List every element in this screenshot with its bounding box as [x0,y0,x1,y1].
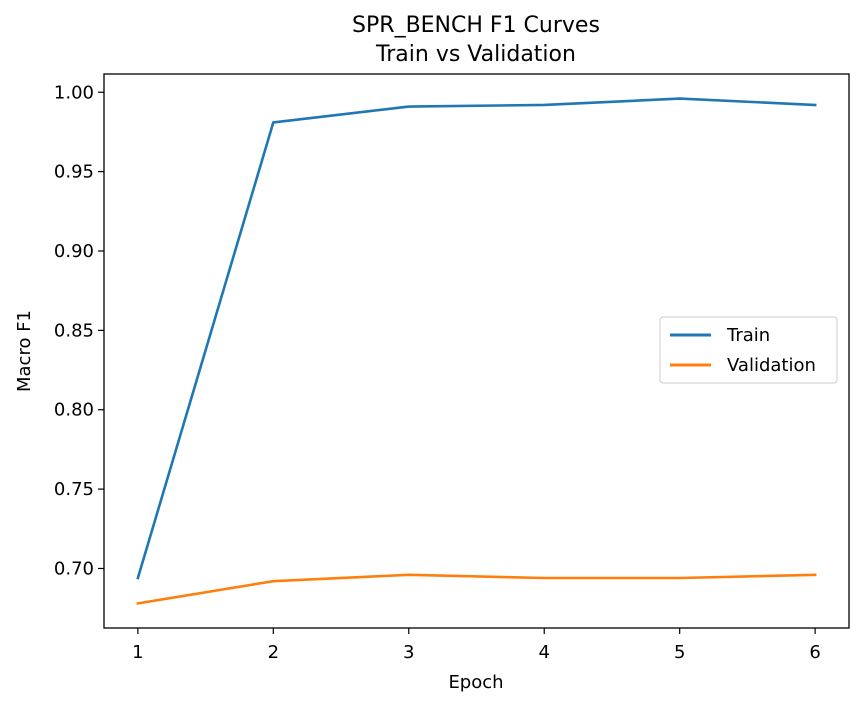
chart-subtitle: Train vs Validation [375,42,576,67]
x-tick-label: 4 [539,642,550,663]
y-tick-label: 0.75 [54,479,94,500]
legend: Train Validation [659,316,838,384]
y-axis: 0.70 0.75 0.80 0.85 0.90 0.95 1.00 [54,82,104,579]
y-tick-label: 0.80 [54,400,94,421]
series-line-train [136,97,817,580]
chart-title: SPR_BENCH F1 Curves [352,13,600,38]
x-tick-label: 2 [268,642,279,663]
series-lines [136,97,817,605]
y-tick-label: 0.90 [54,241,94,262]
x-tick-label: 1 [132,642,143,663]
series-line-validation [136,573,817,605]
x-axis: 1 2 3 4 5 6 [132,628,821,663]
y-tick-label: 0.85 [54,320,94,341]
legend-label-validation: Validation [727,355,816,376]
y-tick-label: 0.70 [54,558,94,579]
x-tick-label: 3 [403,642,414,663]
plot-frame [103,73,850,629]
y-tick-label: 1.00 [54,82,94,103]
y-axis-label: Macro F1 [14,310,35,392]
x-tick-label: 6 [809,642,820,663]
y-tick-label: 0.95 [54,162,94,183]
x-tick-label: 5 [674,642,685,663]
x-axis-label: Epoch [448,672,503,693]
legend-label-train: Train [726,325,770,346]
